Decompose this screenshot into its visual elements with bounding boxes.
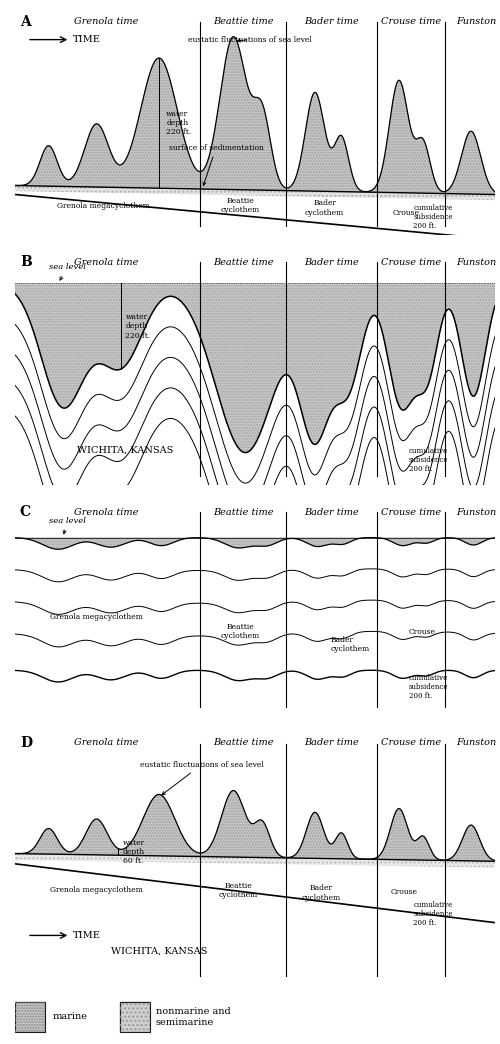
Text: Funston: Funston [456,258,496,266]
Text: Bader time: Bader time [304,258,359,266]
Text: Bader time: Bader time [304,738,359,748]
Text: Crouse time: Crouse time [381,507,441,517]
Text: Beattie time: Beattie time [213,738,273,748]
Text: water
depth
220 ft.: water depth 220 ft. [126,313,150,339]
Text: Crouse time: Crouse time [381,738,441,748]
Bar [120,1002,150,1031]
Text: sea level: sea level [48,517,86,533]
Text: TIME: TIME [72,931,101,940]
Text: Grenola time: Grenola time [74,507,138,517]
Text: Grenola time: Grenola time [74,738,138,748]
Text: water
depth
220 ft.: water depth 220 ft. [166,110,192,137]
Text: Grenola megacyclothem: Grenola megacyclothem [58,201,150,210]
Text: Beattie time: Beattie time [213,17,273,26]
Text: Grenola megacyclothem: Grenola megacyclothem [50,613,143,621]
Bar [120,1002,150,1031]
Text: D: D [20,736,32,750]
Text: Beattie
cyclothem: Beattie cyclothem [221,197,260,214]
Text: Funston: Funston [456,738,496,748]
Text: A: A [20,15,30,29]
Text: Beattie time: Beattie time [213,507,273,517]
Text: TIME: TIME [72,35,101,44]
Text: Grenola time: Grenola time [74,258,138,266]
Text: Bader
cyclothem: Bader cyclothem [305,199,344,217]
Text: Grenola megacyclothem: Grenola megacyclothem [50,886,143,894]
Text: WICHITA, KANSAS: WICHITA, KANSAS [111,946,207,955]
Text: Bader time: Bader time [304,507,359,517]
Text: WICHITA, KANSAS: WICHITA, KANSAS [77,446,174,454]
Text: sea level: sea level [48,263,86,280]
Text: Beattie
cyclothem: Beattie cyclothem [221,623,260,640]
Text: cumulative
subsidence
200 ft.: cumulative subsidence 200 ft. [408,673,448,701]
Bar [15,1002,45,1031]
Text: cumulative
subsidence
200 ft.: cumulative subsidence 200 ft. [414,204,453,230]
Text: Funston: Funston [456,507,496,517]
Text: Crouse: Crouse [392,209,419,217]
Text: Crouse time: Crouse time [381,258,441,266]
Text: Funston: Funston [456,17,496,26]
Text: surface of sedimentation: surface of sedimentation [168,144,264,186]
Text: B: B [20,255,32,269]
Bar [15,1002,45,1031]
Text: Bader
cyclothem: Bader cyclothem [302,884,341,902]
Text: Bader time: Bader time [304,17,359,26]
Text: Crouse: Crouse [390,888,417,897]
Text: Beattie
cyclothem: Beattie cyclothem [218,882,258,899]
Text: Grenola time: Grenola time [74,17,138,26]
Text: nonmarine and
semimarine: nonmarine and semimarine [156,1007,231,1026]
Text: water
depth
60 ft.: water depth 60 ft. [123,838,145,865]
Text: Beattie time: Beattie time [213,258,273,266]
Text: eustatic fluctuations of sea level: eustatic fluctuations of sea level [140,761,264,794]
Text: cumulative
subsidence
200 ft.: cumulative subsidence 200 ft. [414,901,453,927]
Text: cumulative
subsidence
200 ft.: cumulative subsidence 200 ft. [408,447,448,473]
Text: Crouse: Crouse [408,627,436,636]
Text: marine: marine [52,1013,88,1021]
Text: C: C [20,505,31,520]
Text: Bader
cyclothem: Bader cyclothem [331,636,370,652]
Text: eustatic fluctuations of sea level: eustatic fluctuations of sea level [188,35,312,44]
Text: Crouse time: Crouse time [381,17,441,26]
